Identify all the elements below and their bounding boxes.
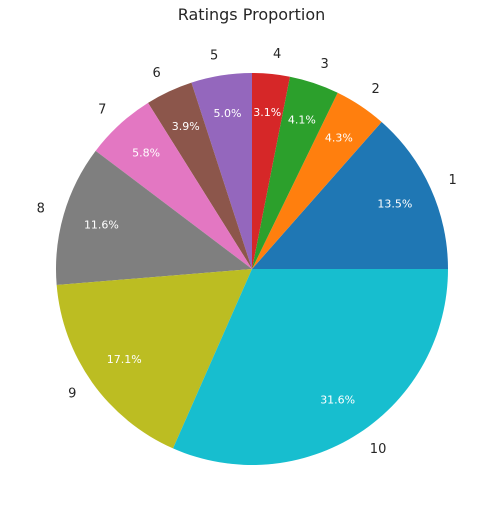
pie-percent-label-9: 17.1% bbox=[107, 353, 142, 366]
pie-percent-label-10: 31.6% bbox=[320, 393, 355, 406]
pie-category-label-9: 9 bbox=[68, 387, 76, 402]
pie-slice-5 bbox=[191, 73, 252, 269]
pie-category-label-5: 5 bbox=[210, 49, 218, 64]
pie-slice-1 bbox=[252, 121, 448, 269]
pie-percent-label-6: 3.9% bbox=[172, 120, 200, 133]
pie-category-label-10: 10 bbox=[370, 442, 387, 457]
pie-slice-9 bbox=[56, 269, 253, 449]
pie-category-label-8: 8 bbox=[37, 201, 45, 216]
pie-category-label-1: 1 bbox=[448, 173, 456, 188]
pie-percent-label-1: 13.5% bbox=[377, 197, 412, 210]
pie-percent-label-3: 4.1% bbox=[288, 113, 316, 126]
pie-slice-8 bbox=[55, 150, 252, 285]
pie-slice-2 bbox=[252, 92, 382, 269]
pie-category-label-3: 3 bbox=[321, 57, 329, 72]
pie-slice-3 bbox=[252, 76, 338, 269]
pie-slice-4 bbox=[252, 73, 290, 269]
chart-title: Ratings Proportion bbox=[178, 5, 326, 24]
pie-category-label-7: 7 bbox=[98, 102, 106, 117]
pie-slice-7 bbox=[95, 102, 252, 269]
pie-percent-label-4: 3.1% bbox=[253, 106, 281, 119]
pie-slices bbox=[55, 73, 448, 465]
pie-slice-6 bbox=[148, 82, 252, 269]
pie-slice-10 bbox=[173, 269, 448, 465]
pie-percent-label-7: 5.8% bbox=[132, 146, 160, 159]
pie-percent-label-5: 5.0% bbox=[213, 107, 241, 120]
pie-category-label-4: 4 bbox=[273, 47, 281, 62]
pie-labels: 1 13.5% 2 4.3% 3 4.1% 4 3.1% 5 5.0% 6 3.9% 7 5.8% 8 11.… bbox=[37, 47, 457, 457]
pie-category-label-6: 6 bbox=[153, 66, 161, 81]
pie-category-label-2: 2 bbox=[371, 82, 379, 97]
pie-percent-label-8: 11.6% bbox=[84, 218, 119, 231]
pie-percent-label-2: 4.3% bbox=[325, 131, 353, 144]
